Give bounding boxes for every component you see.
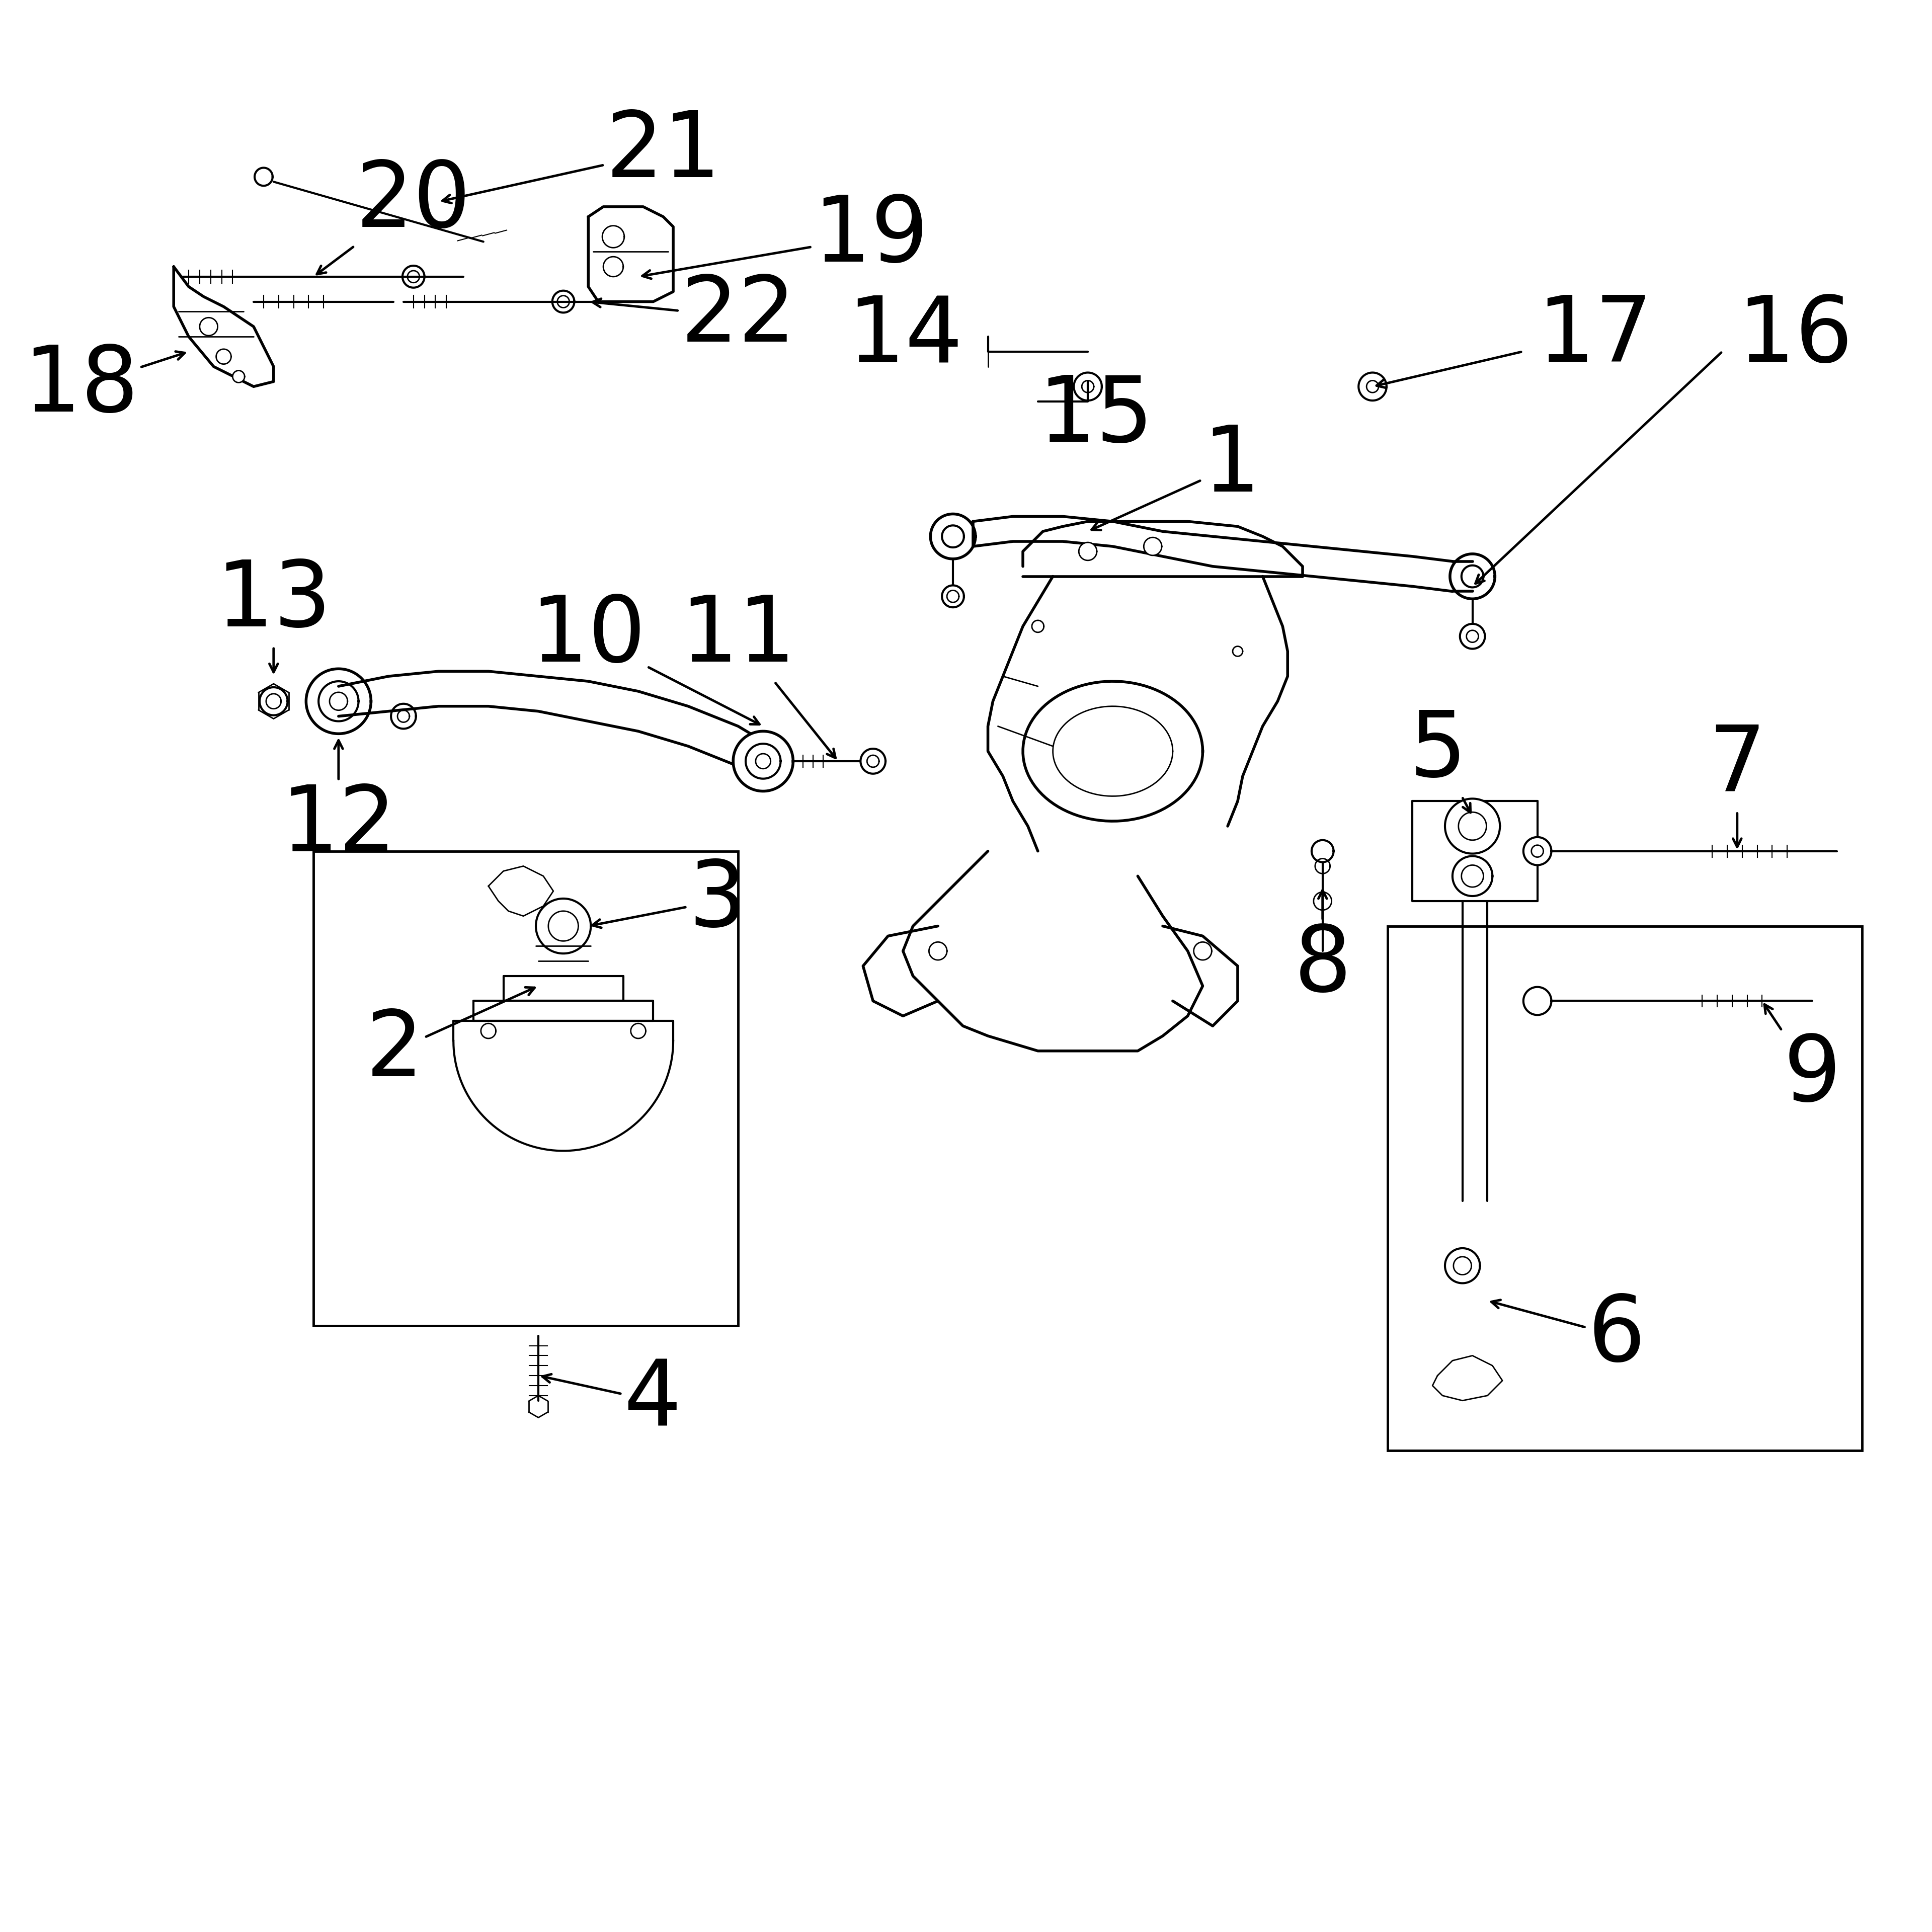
Polygon shape	[1445, 1248, 1480, 1283]
Text: 19: 19	[641, 193, 929, 280]
Text: 11: 11	[680, 591, 835, 757]
Polygon shape	[232, 371, 245, 383]
Polygon shape	[305, 668, 371, 734]
Polygon shape	[931, 514, 976, 558]
Bar	[313, 852, 738, 1325]
Polygon shape	[390, 703, 415, 728]
Polygon shape	[1312, 840, 1333, 862]
Polygon shape	[603, 226, 624, 247]
Polygon shape	[1032, 620, 1043, 632]
Polygon shape	[481, 1024, 497, 1037]
Text: 17: 17	[1538, 292, 1654, 381]
Text: 1: 1	[1092, 423, 1260, 529]
Polygon shape	[1074, 373, 1101, 400]
Polygon shape	[943, 585, 964, 607]
Text: 12: 12	[280, 740, 396, 871]
Polygon shape	[1022, 682, 1204, 821]
Text: 20: 20	[317, 158, 471, 274]
Polygon shape	[199, 317, 218, 336]
Polygon shape	[860, 750, 885, 773]
Polygon shape	[589, 207, 672, 301]
Polygon shape	[1194, 943, 1211, 960]
Polygon shape	[1524, 837, 1551, 866]
Polygon shape	[1445, 798, 1499, 854]
Text: 6: 6	[1492, 1291, 1646, 1379]
Text: 10: 10	[531, 591, 759, 725]
Text: 4: 4	[543, 1356, 682, 1445]
Polygon shape	[630, 1024, 645, 1037]
Text: 21: 21	[442, 108, 721, 203]
Polygon shape	[1233, 647, 1242, 657]
Polygon shape	[1524, 987, 1551, 1014]
Text: 2: 2	[365, 987, 535, 1095]
Polygon shape	[929, 943, 947, 960]
Polygon shape	[732, 730, 794, 792]
Polygon shape	[1453, 856, 1492, 896]
Bar	[1387, 925, 1862, 1451]
Text: 14: 14	[848, 292, 962, 381]
Text: 3: 3	[593, 856, 746, 945]
Text: 8: 8	[1294, 891, 1352, 1010]
Text: 18: 18	[23, 342, 185, 431]
Text: 7: 7	[1708, 723, 1766, 846]
Text: 9: 9	[1764, 1005, 1841, 1121]
Polygon shape	[259, 688, 288, 715]
Polygon shape	[603, 257, 624, 276]
Polygon shape	[1144, 537, 1161, 554]
Polygon shape	[1078, 543, 1097, 560]
Polygon shape	[1451, 554, 1495, 599]
Text: 5: 5	[1408, 707, 1470, 813]
Text: 22: 22	[593, 272, 796, 361]
Text: 13: 13	[216, 556, 332, 672]
Polygon shape	[216, 350, 232, 363]
Polygon shape	[1358, 373, 1387, 400]
Polygon shape	[174, 267, 274, 386]
Polygon shape	[535, 898, 591, 954]
Text: 16: 16	[1737, 292, 1853, 381]
Polygon shape	[1461, 624, 1486, 649]
Text: 15: 15	[1037, 373, 1153, 462]
